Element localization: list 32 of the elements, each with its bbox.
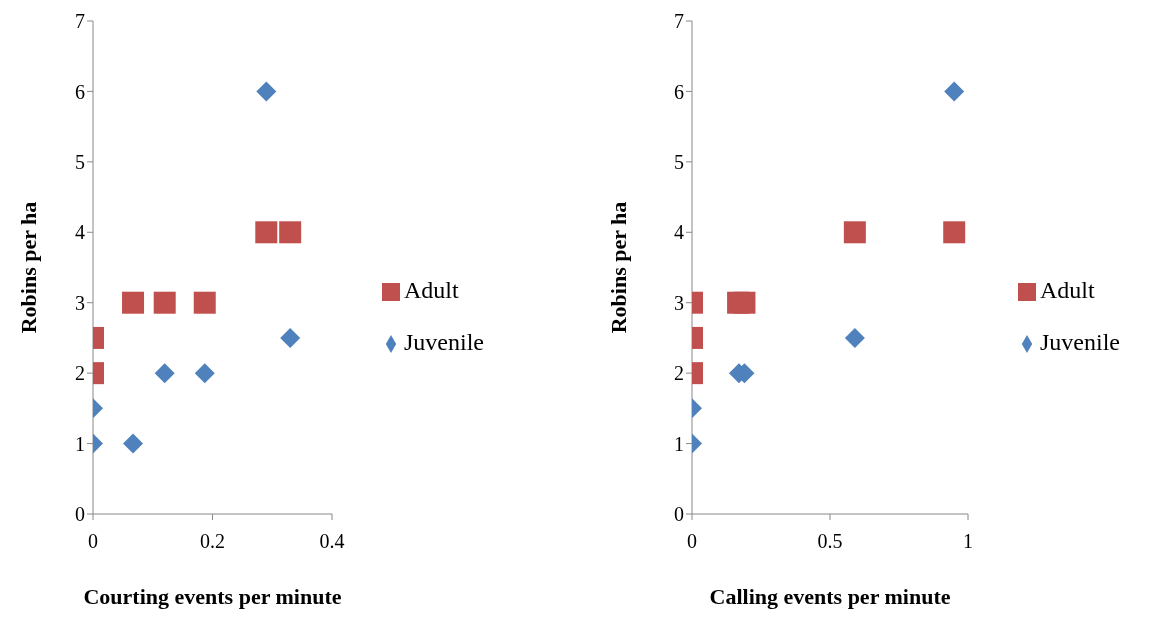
y-tick-label: 1: [674, 432, 684, 455]
x-tick-label: 0.2: [200, 530, 226, 553]
point: [944, 81, 965, 102]
x-tick-label: 1: [963, 530, 974, 553]
y-tick-label: 4: [674, 221, 684, 244]
y-tick-label: 0: [674, 503, 684, 526]
y-tick-label: 7: [674, 10, 684, 33]
y-tick-label: 5: [75, 150, 85, 173]
x-axis-title: Calling events per minute: [709, 584, 951, 609]
y-tick-label: 3: [75, 291, 85, 314]
y-axis-title: Robins per ha: [15, 201, 41, 334]
point: [943, 221, 966, 244]
y-tick-label: 7: [75, 10, 85, 33]
point: [844, 327, 865, 348]
y-tick-label: 1: [75, 432, 85, 455]
point: [843, 221, 866, 244]
legend-label: Adult: [404, 277, 459, 303]
y-tick-label: 0: [75, 503, 85, 526]
y-tick-label: 5: [674, 150, 684, 173]
y-tick-label: 2: [674, 362, 684, 385]
y-tick-label: 3: [674, 291, 684, 314]
y-tick-label: 6: [674, 80, 684, 103]
y-tick-label: 6: [75, 80, 85, 103]
y-tick-label: 2: [75, 362, 85, 385]
legend-label: Juvenile: [404, 329, 484, 355]
y-tick-label: 4: [75, 221, 85, 244]
y-axis-title: Robins per ha: [605, 201, 631, 334]
legend-label: Adult: [1040, 277, 1095, 303]
x-tick-label: 0.5: [817, 530, 843, 553]
x-axis-title: Courting events per minute: [83, 584, 342, 609]
x-tick-label: 0.4: [319, 530, 345, 553]
legend-label: Juvenile: [1040, 329, 1120, 355]
